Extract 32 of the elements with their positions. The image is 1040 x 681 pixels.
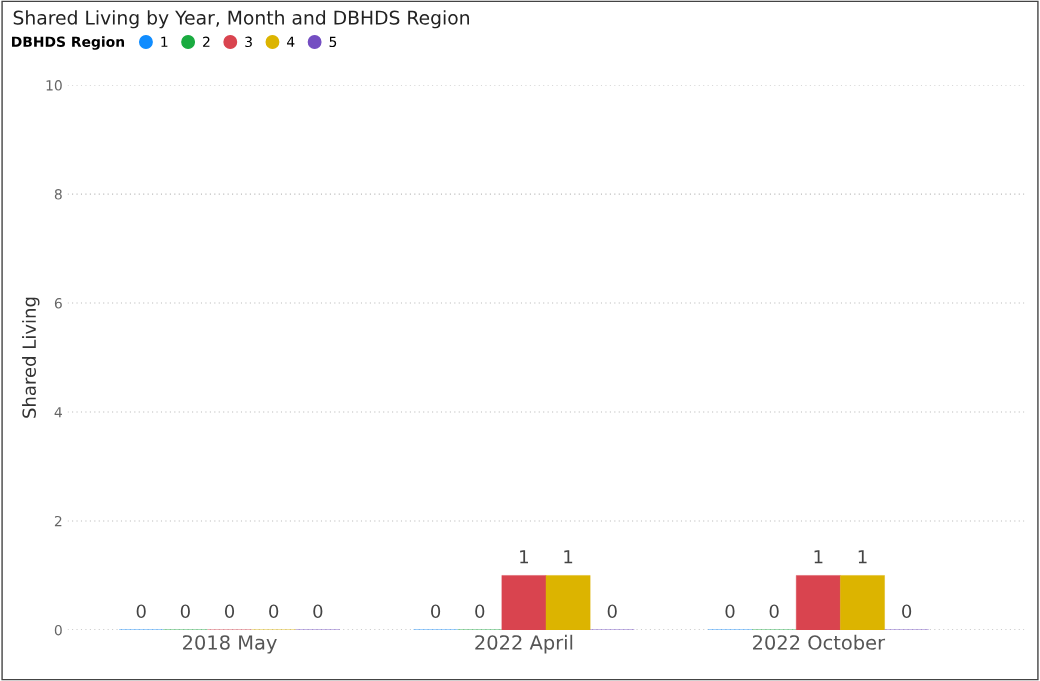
y-tick-label: 2: [54, 515, 62, 527]
x-tick-label: 2022 October: [753, 634, 886, 650]
y-tick-label: 4: [54, 407, 62, 418]
y-axis-title: Shared Living: [22, 297, 40, 418]
data-label: 0: [607, 604, 617, 619]
data-label: 1: [520, 550, 528, 564]
legend-label: 4: [287, 36, 295, 47]
y-tick-label: 0: [54, 624, 62, 636]
data-label: 0: [769, 604, 779, 619]
data-label: 0: [431, 604, 441, 619]
y-tick-label: 8: [54, 189, 62, 200]
legend-label: 3: [245, 36, 252, 48]
legend-title: DBHDS Region: [12, 36, 125, 50]
y-tick-label: 6: [54, 298, 62, 309]
legend-label: 2: [203, 36, 210, 47]
data-label: 0: [902, 604, 912, 619]
data-label: 0: [269, 604, 279, 619]
legend-label: 1: [161, 36, 168, 47]
data-label: 1: [564, 550, 573, 564]
chart-title: Shared Living by Year, Month and DBHDS Region: [13, 10, 469, 29]
data-label: 0: [224, 604, 235, 619]
data-label: 0: [475, 604, 485, 619]
data-label: 0: [313, 604, 323, 619]
data-label: 1: [858, 550, 867, 564]
data-label: 0: [180, 604, 190, 619]
data-label: 0: [725, 604, 735, 619]
x-tick-label: 2018 May: [183, 635, 277, 654]
x-tick-label: 2022 April: [475, 634, 573, 654]
data-label: 1: [814, 550, 823, 564]
y-tick-label: 10: [46, 80, 62, 91]
data-label: 0: [136, 604, 146, 619]
legend-label: 5: [329, 36, 337, 48]
